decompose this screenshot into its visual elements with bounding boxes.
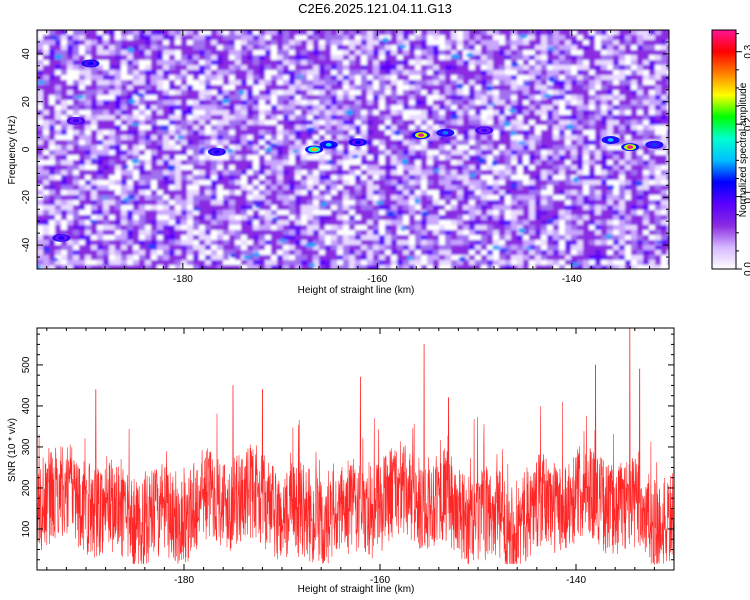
spectral-peak-11 (52, 233, 71, 242)
bottom-y-tick-2: 300 (21, 438, 32, 455)
colorbar-label: Normalized spectral amplitude (738, 82, 749, 217)
snr-series (37, 328, 674, 565)
top-y-axis-label: Frequency (Hz) (7, 116, 18, 185)
spectral-peak-10 (81, 59, 100, 68)
top-y-tick-2: 0 (21, 146, 32, 152)
spectrogram-image (37, 30, 669, 269)
bottom-y-axis-label: SNR (10 * v/v) (7, 418, 18, 482)
bottom-y-tick-0: 100 (21, 520, 32, 537)
colorbar (712, 30, 736, 269)
spectral-peak-6 (621, 143, 640, 152)
bottom-x-tick-2: -140 (566, 575, 586, 586)
bottom-x-tick-1: -160 (370, 575, 390, 586)
bottom-y-tick-1: 200 (21, 479, 32, 496)
bottom-x-axis-label: Height of straight line (km) (298, 584, 415, 595)
spectral-peak-7 (601, 135, 620, 144)
bottom-x-tick-0: -180 (174, 575, 194, 586)
spectral-peak-5 (475, 126, 494, 135)
spectral-peak-12 (66, 116, 85, 125)
top-y-tick-3: 20 (21, 96, 32, 108)
chart-title: C2E6.2025.121.04.11.G13 (298, 1, 452, 16)
top-x-axis-label: Height of straight line (km) (298, 285, 415, 296)
spectral-peak-3 (412, 131, 431, 140)
spectral-peak-4 (436, 128, 455, 137)
snr-frame (36, 327, 675, 571)
spectral-peak-8 (645, 140, 664, 149)
bottom-y-tick-4: 500 (21, 356, 32, 373)
colorbar-tick-2: 0.2 (743, 117, 750, 131)
bottom-y-tick-3: 400 (21, 397, 32, 414)
colorbar-tick-0: 0.0 (743, 262, 750, 276)
top-y-tick-4: 40 (21, 48, 32, 60)
top-x-tick-2: -140 (562, 274, 582, 285)
spectral-peak-2 (348, 138, 367, 147)
spectral-peak-0 (305, 145, 324, 154)
colorbar-tick-1: 0.1 (743, 189, 750, 203)
colorbar-frame (711, 29, 737, 270)
spectral-peak-1 (319, 140, 338, 149)
colorbar-tick-3: 0.3 (743, 44, 750, 58)
snr-line (37, 328, 674, 565)
top-y-tick-0: -40 (21, 237, 32, 252)
top-x-tick-1: -160 (367, 274, 387, 285)
top-y-tick-1: -20 (21, 190, 32, 205)
top-x-tick-0: -180 (173, 274, 193, 285)
spectral-peak-9 (207, 147, 226, 156)
